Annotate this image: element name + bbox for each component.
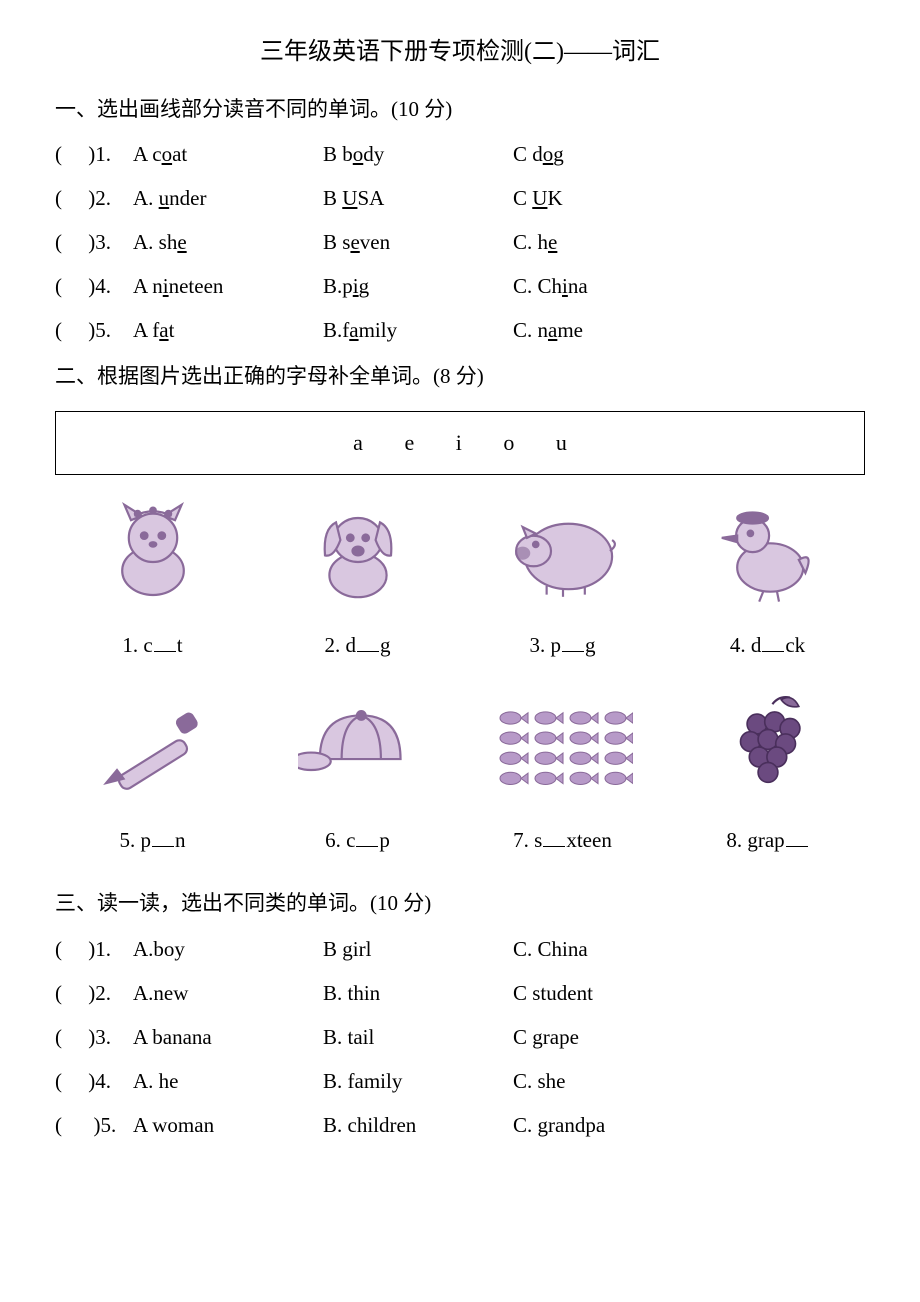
answer-blank[interactable]: ( )3. xyxy=(55,223,133,263)
option-a: A nineteen xyxy=(133,267,323,307)
q1-row: ( )4. A nineteen B.pig C. China xyxy=(55,267,865,307)
option-a: A.new xyxy=(133,974,323,1014)
pic-label: 2. dg xyxy=(325,626,391,666)
fill-blank[interactable] xyxy=(152,846,174,847)
q1-row: ( )1. A coat B body C dog xyxy=(55,135,865,175)
option-b: B. tail xyxy=(323,1018,513,1058)
pic-cell-cap: 6. cp xyxy=(260,684,455,861)
section1-heading: 一、选出画线部分读音不同的单词。(10 分) xyxy=(55,90,865,130)
option-c: C. China xyxy=(513,930,588,970)
fill-blank[interactable] xyxy=(543,846,565,847)
fill-blank[interactable] xyxy=(357,651,379,652)
option-c: C grape xyxy=(513,1018,579,1058)
pic-label: 3. pg xyxy=(530,626,596,666)
answer-blank[interactable]: ( )1. xyxy=(55,930,133,970)
page-title: 三年级英语下册专项检测(二)——词汇 xyxy=(55,30,865,76)
section3-questions: ( )1. A.boy B girl C. China ( )2. A.new … xyxy=(55,930,865,1145)
pic-label: 5. pn xyxy=(120,821,186,861)
option-b: B.family xyxy=(323,311,513,351)
pic-label: 4. dck xyxy=(730,626,805,666)
pic-cell-pen: 5. pn xyxy=(55,684,250,861)
fill-blank[interactable] xyxy=(154,651,176,652)
option-b: B body xyxy=(323,135,513,175)
fill-blank[interactable] xyxy=(562,651,584,652)
answer-blank[interactable]: ( )2. xyxy=(55,974,133,1014)
pic-label: 8. grap xyxy=(726,821,808,861)
answer-blank[interactable]: ( )1. xyxy=(55,135,133,175)
cap-icon xyxy=(288,684,428,809)
q1-row: ( )2. A. under B USA C UK xyxy=(55,179,865,219)
option-b: B.pig xyxy=(323,267,513,307)
pen-icon xyxy=(83,684,223,809)
fill-blank[interactable] xyxy=(356,846,378,847)
vowel: o xyxy=(503,430,514,455)
option-c: C UK xyxy=(513,179,563,219)
answer-blank[interactable]: ( )4. xyxy=(55,267,133,307)
pic-cell-sixteen: 7. sxteen xyxy=(465,684,660,861)
pic-label: 1. ct xyxy=(122,626,182,666)
answer-blank[interactable]: ( )4. xyxy=(55,1062,133,1102)
vowel: i xyxy=(456,430,462,455)
fish-grid-icon xyxy=(493,684,633,809)
q3-row: ( )2. A.new B. thin C student xyxy=(55,974,865,1014)
option-a: A. he xyxy=(133,1062,323,1102)
cat-icon xyxy=(83,489,223,614)
pic-label: 7. sxteen xyxy=(513,821,612,861)
option-a: A. under xyxy=(133,179,323,219)
option-a: A coat xyxy=(133,135,323,175)
option-a: A.boy xyxy=(133,930,323,970)
q3-row: ( )1. A.boy B girl C. China xyxy=(55,930,865,970)
pic-label: 6. cp xyxy=(325,821,390,861)
section2-heading: 二、根据图片选出正确的字母补全单词。(8 分) xyxy=(55,357,865,397)
option-a: A banana xyxy=(133,1018,323,1058)
option-c: C. grandpa xyxy=(513,1106,605,1146)
pic-cell-pig: 3. pg xyxy=(465,489,660,666)
picture-grid: 1. ct 2. dg xyxy=(55,489,865,861)
option-c: C. name xyxy=(513,311,583,351)
answer-blank[interactable]: ( )5. xyxy=(55,311,133,351)
section1-questions: ( )1. A coat B body C dog ( )2. A. under… xyxy=(55,135,865,350)
q3-row: ( )5. A woman B. children C. grandpa xyxy=(55,1106,865,1146)
option-c: C student xyxy=(513,974,593,1014)
option-b: B seven xyxy=(323,223,513,263)
q1-row: ( )3. A. she B seven C. he xyxy=(55,223,865,263)
vowel: e xyxy=(404,430,414,455)
option-c: C. she xyxy=(513,1062,566,1102)
answer-blank[interactable]: ( )2. xyxy=(55,179,133,219)
vowel: a xyxy=(353,430,363,455)
option-b: B USA xyxy=(323,179,513,219)
option-c: C. China xyxy=(513,267,588,307)
option-b: B. family xyxy=(323,1062,513,1102)
option-b: B. thin xyxy=(323,974,513,1014)
vowel-box: a e i o u xyxy=(55,411,865,475)
answer-blank[interactable]: ( )3. xyxy=(55,1018,133,1058)
pic-cell-duck: 4. dck xyxy=(670,489,865,666)
answer-blank[interactable]: ( )5. xyxy=(55,1106,133,1146)
dog-icon xyxy=(288,489,428,614)
q1-row: ( )5. A fat B.family C. name xyxy=(55,311,865,351)
duck-icon xyxy=(698,489,838,614)
option-b: B girl xyxy=(323,930,513,970)
option-b: B. children xyxy=(323,1106,513,1146)
vowel: u xyxy=(556,430,567,455)
option-c: C. he xyxy=(513,223,557,263)
option-a: A woman xyxy=(133,1106,323,1146)
pic-cell-dog: 2. dg xyxy=(260,489,455,666)
option-c: C dog xyxy=(513,135,564,175)
pic-cell-cat: 1. ct xyxy=(55,489,250,666)
grape-icon xyxy=(698,684,838,809)
fill-blank[interactable] xyxy=(762,651,784,652)
section3-heading: 三、读一读，选出不同类的单词。(10 分) xyxy=(55,884,865,924)
pig-icon xyxy=(493,489,633,614)
q3-row: ( )4. A. he B. family C. she xyxy=(55,1062,865,1102)
pic-cell-grape: 8. grap xyxy=(670,684,865,861)
fill-blank[interactable] xyxy=(786,846,808,847)
option-a: A. she xyxy=(133,223,323,263)
option-a: A fat xyxy=(133,311,323,351)
q3-row: ( )3. A banana B. tail C grape xyxy=(55,1018,865,1058)
